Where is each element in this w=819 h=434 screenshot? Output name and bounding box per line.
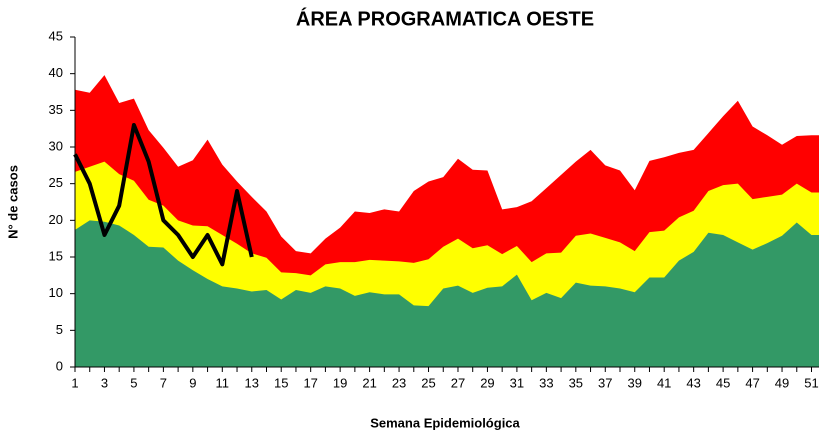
- y-tick-label: 30: [49, 138, 63, 153]
- x-tick-label: 21: [362, 375, 376, 390]
- x-tick-label: 7: [160, 375, 167, 390]
- x-tick-label: 33: [539, 375, 553, 390]
- x-tick-label: 31: [510, 375, 524, 390]
- x-tick-label: 17: [303, 375, 317, 390]
- y-tick-label: 10: [49, 285, 63, 300]
- y-tick-label: 40: [49, 65, 63, 80]
- y-tick-label: 5: [56, 322, 63, 337]
- x-tick-label: 41: [657, 375, 671, 390]
- x-tick-label: 23: [392, 375, 406, 390]
- line: [73, 123, 254, 267]
- x-tick-label: 15: [274, 375, 288, 390]
- x-tick-label: 1: [71, 375, 78, 390]
- x-tick-label: 43: [686, 375, 700, 390]
- y-tick-label: 20: [49, 212, 63, 227]
- x-tick-label: 35: [569, 375, 583, 390]
- x-tick-label: 27: [451, 375, 465, 390]
- y-tick-label: 25: [49, 175, 63, 190]
- y-tick-label: 45: [49, 28, 63, 43]
- y-tick-label: 15: [49, 248, 63, 263]
- x-tick-label: 9: [189, 375, 196, 390]
- x-tick-label: 49: [775, 375, 789, 390]
- x-tick-label: 39: [628, 375, 642, 390]
- x-tick-label: 25: [421, 375, 435, 390]
- x-axis-label: Semana Epidemiológica: [370, 415, 520, 430]
- y-tick-label: 35: [49, 102, 63, 117]
- x-tick-label: 45: [716, 375, 730, 390]
- y-tick-label: 0: [56, 358, 63, 373]
- x-tick-label: 3: [101, 375, 108, 390]
- x-tick-label: 51: [804, 375, 818, 390]
- x-tick-label: 13: [245, 375, 259, 390]
- x-tick-label: 29: [480, 375, 494, 390]
- area: [75, 220, 819, 367]
- x-tick-label: 19: [333, 375, 347, 390]
- x-tick-label: 37: [598, 375, 612, 390]
- y-axis-label: N° de casos: [5, 165, 20, 239]
- x-tick-label: 47: [745, 375, 759, 390]
- x-tick-label: 11: [216, 375, 230, 390]
- chart-title: ÁREA PROGRAMATICA OESTE: [296, 7, 594, 30]
- x-tick-label: 5: [130, 375, 137, 390]
